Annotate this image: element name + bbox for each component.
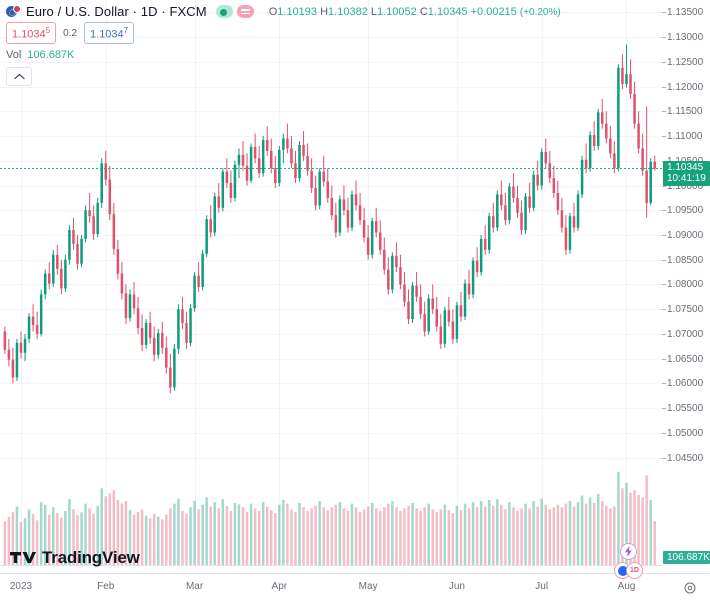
ohlc-o-label: O <box>268 5 278 18</box>
bolt-icon[interactable] <box>620 543 637 560</box>
ohlc-change-pct: (+0.20%) <box>519 6 561 18</box>
price-scale[interactable]: 1.13500 1.13000 1.12500 1.12000 1.11500 1.110… <box>662 0 710 573</box>
price-scale-tick: 1.08000 <box>662 279 710 290</box>
chevron-up-icon <box>13 73 25 80</box>
current-price-value: 1.10345 <box>667 162 704 174</box>
ohlc-values: O1.10193 H1.10382 L1.10052 C1.10345 +0.0… <box>269 6 561 18</box>
price-scale-tick: 1.05000 <box>662 428 710 439</box>
time-scale-tick: Jul <box>535 581 549 592</box>
volume-value: 106.687K <box>27 49 75 61</box>
time-scale-tick: Mar <box>185 581 204 592</box>
legend-collapse-button[interactable] <box>6 67 32 86</box>
time-scale-tick: Jun <box>448 581 465 592</box>
price-scale-tick: 1.04500 <box>662 453 710 464</box>
volume-legend-row: Vol 106.687K <box>6 48 561 62</box>
ohlc-h-value: 1.10382 <box>328 5 368 18</box>
price-scale-tick: 1.10000 <box>662 181 710 192</box>
price-scale-tick: 1.09500 <box>662 205 710 216</box>
time-scale-tick: Apr <box>271 581 288 592</box>
price-scale-tick: 1.05500 <box>662 403 710 414</box>
bid-price-main: 1.1034 <box>12 28 46 41</box>
tradingview-logo-icon <box>10 552 36 563</box>
time-scale-tick: 2023 <box>9 581 33 592</box>
ohlc-h-label: H <box>320 5 329 18</box>
eurusd-flag-pair-icon <box>6 4 21 19</box>
countdown-clock-icon[interactable]: 1D <box>626 562 643 579</box>
chart-legend: Euro / U.S. Dollar · 1D · FXCM O1.10193 … <box>6 3 561 86</box>
ohlc-c-label: C <box>419 5 428 18</box>
time-scale-tick: Aug <box>617 581 636 592</box>
price-scale-tick: 1.07500 <box>662 304 710 315</box>
tradingview-watermark: TradingView <box>10 548 140 568</box>
price-scale-tick: 1.12500 <box>662 57 710 68</box>
time-scale-tick: Feb <box>97 581 115 592</box>
time-scale-settings-icon[interactable] <box>684 582 696 594</box>
price-scale-tick: 1.09000 <box>662 230 710 241</box>
ohlc-c-value: 1.10345 <box>427 5 468 18</box>
current-price-time: 10:41:19 <box>667 173 706 185</box>
legend-title-row: Euro / U.S. Dollar · 1D · FXCM O1.10193 … <box>6 3 561 20</box>
time-scale-tick: May <box>358 581 378 592</box>
price-scale-tick: 1.13000 <box>662 32 710 43</box>
volume-label: Vol <box>6 49 22 61</box>
bid-price-sup: 5 <box>45 25 51 35</box>
time-scale[interactable]: 2023 Feb Mar Apr May Jun Jul Aug <box>0 573 710 600</box>
price-scale-tick: 1.13500 <box>662 7 710 18</box>
ask-price-sup: 7 <box>123 25 129 35</box>
ohlc-l-label: L <box>370 5 377 18</box>
settings-toggle-icon[interactable] <box>236 5 254 18</box>
price-scale-tick: 1.11000 <box>662 131 710 142</box>
countdown-label: 1D <box>630 567 639 574</box>
eye-toggle-icon[interactable] <box>215 5 233 18</box>
lightning-bolt-glyph <box>625 546 632 557</box>
ask-price-main: 1.1034 <box>90 28 124 41</box>
volume-badge[interactable]: 106.687K <box>663 551 710 564</box>
chart-plot-area[interactable] <box>0 0 662 573</box>
symbol-title[interactable]: Euro / U.S. Dollar · 1D · FXCM <box>26 4 207 19</box>
price-scale-tick: 1.12000 <box>662 82 710 93</box>
ask-price-box[interactable]: 1.10347 <box>84 21 135 45</box>
candlestick-svg <box>0 0 662 566</box>
watermark-text: TradingView <box>42 548 140 567</box>
ohlc-l-value: 1.10052 <box>377 5 417 18</box>
price-scale-tick: 1.08500 <box>662 255 710 266</box>
legend-toggle-group <box>215 5 254 18</box>
ohlc-change: +0.00215 <box>470 5 517 18</box>
price-scale-tick: 1.06500 <box>662 354 710 365</box>
price-scale-tick: 1.06000 <box>662 378 710 389</box>
quote-row: 1.10345 0.2 1.10347 <box>6 21 561 45</box>
spread-value: 0.2 <box>63 27 78 39</box>
bid-price-box[interactable]: 1.10345 <box>6 21 57 45</box>
price-scale-tick: 1.10500 <box>662 156 710 167</box>
current-price-badge[interactable]: 1.10345 10:41:19 <box>663 161 710 187</box>
ohlc-o-value: 1.10193 <box>277 5 318 18</box>
price-scale-tick: 1.11500 <box>662 106 710 117</box>
price-scale-tick: 1.07000 <box>662 329 710 340</box>
